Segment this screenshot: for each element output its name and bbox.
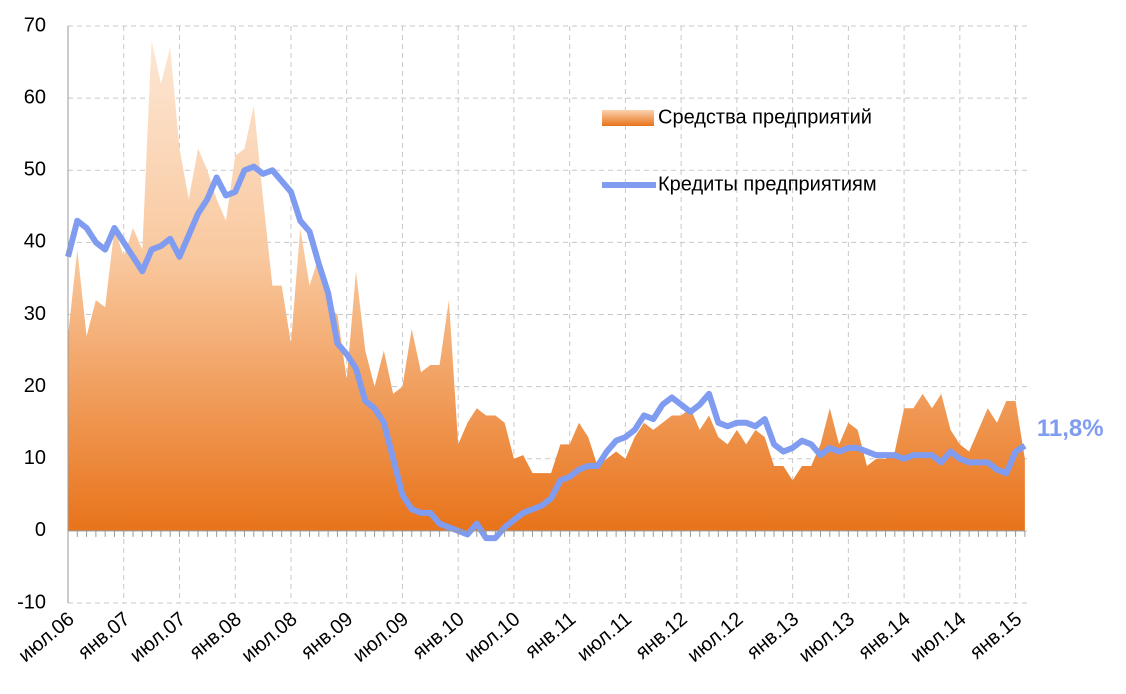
y-tick-label: 70: [24, 14, 46, 36]
plot: 11,8%: [65, 40, 1104, 542]
x-tick-label: янв.11: [521, 608, 580, 663]
x-tick-label: янв.08: [185, 608, 245, 664]
x-tick-label: янв.13: [743, 608, 803, 664]
y-tick-label: 30: [24, 303, 46, 325]
x-tick-label: июл.12: [683, 608, 747, 667]
x-tick-label: янв.12: [631, 608, 691, 664]
x-tick-label: янв.09: [297, 608, 357, 664]
data-label: 11,8%: [1037, 415, 1104, 442]
x-tick-label: июл.13: [795, 608, 859, 667]
legend-swatch: [602, 110, 654, 126]
x-tick-label: янв.14: [854, 608, 914, 664]
y-tick-label: 60: [24, 86, 46, 108]
legend-label: Кредиты предприятиям: [658, 173, 877, 195]
x-tick-label: июл.14: [906, 608, 970, 667]
x-tick-label: июл.11: [573, 608, 636, 666]
y-tick-label: -10: [17, 591, 46, 613]
x-tick-label: июл.08: [237, 608, 301, 667]
y-tick-label: 40: [24, 231, 46, 253]
x-tick-label: июл.07: [126, 608, 190, 667]
area: [68, 40, 1025, 531]
y-tick-label: 20: [24, 375, 46, 397]
x-tick-label: июл.06: [15, 608, 79, 667]
x-tick-label: июл.10: [460, 608, 524, 667]
y-tick-label: 0: [35, 519, 46, 541]
line: [65, 163, 1027, 542]
y-tick-label: 10: [24, 447, 46, 469]
x-tick-label: янв.10: [408, 608, 468, 664]
x-tick-label: янв.15: [966, 608, 1026, 664]
x-tick-label: янв.07: [74, 608, 134, 664]
legend-label: Средства предприятий: [658, 106, 872, 128]
y-tick-label: 50: [24, 159, 46, 181]
x-tick-label: июл.09: [349, 608, 413, 667]
